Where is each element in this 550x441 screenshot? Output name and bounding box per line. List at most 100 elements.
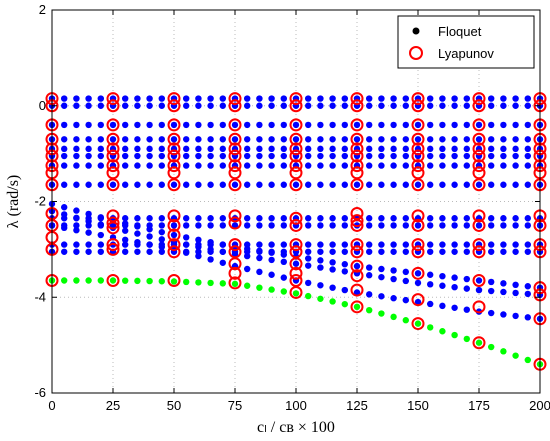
- floquet-point: [524, 95, 531, 102]
- floquet-point: [402, 215, 409, 222]
- floquet-point: [305, 95, 312, 102]
- floquet-point: [60, 145, 68, 153]
- floquet-point: [219, 280, 226, 287]
- floquet-point: [158, 215, 165, 222]
- floquet-point: [231, 136, 239, 143]
- floquet-point: [256, 215, 263, 222]
- floquet-point: [85, 95, 92, 102]
- lyapunov-point: [167, 142, 181, 156]
- floquet-point: [85, 145, 92, 153]
- floquet-point: [341, 121, 348, 129]
- floquet-point: [353, 181, 361, 188]
- floquet-point: [512, 222, 519, 229]
- floquet-point: [268, 95, 275, 102]
- floquet-point: [500, 248, 507, 255]
- floquet-point: [439, 222, 446, 229]
- floquet-point: [231, 250, 239, 258]
- floquet-point: [475, 136, 483, 143]
- lyapunov-point: [167, 92, 181, 106]
- lyapunov-point: [472, 300, 486, 314]
- floquet-point: [219, 222, 226, 229]
- y-tick-label: -4: [34, 289, 46, 304]
- floquet-point: [73, 214, 80, 221]
- lyapunov-point: [350, 142, 364, 156]
- floquet-point: [60, 121, 68, 129]
- floquet-point: [280, 215, 287, 222]
- floquet-point: [427, 241, 434, 248]
- floquet-point: [500, 222, 507, 229]
- lyapunov-point: [350, 238, 364, 252]
- floquet-point: [341, 286, 348, 294]
- floquet-point: [512, 102, 519, 109]
- floquet-point: [109, 121, 117, 129]
- lyapunov-point: [106, 178, 120, 192]
- floquet-point: [427, 121, 434, 129]
- floquet-point: [366, 291, 373, 298]
- floquet-point: [366, 248, 373, 255]
- floquet-point: [341, 136, 348, 143]
- floquet-point: [122, 152, 129, 160]
- floquet-point: [524, 162, 531, 169]
- lyapunov-point: [350, 132, 364, 146]
- floquet-point: [122, 136, 129, 143]
- floquet-point: [414, 320, 422, 327]
- floquet-point: [524, 145, 531, 153]
- floquet-point: [488, 241, 495, 248]
- floquet-point: [183, 162, 190, 169]
- lyapunov-point: [289, 178, 303, 192]
- lyapunov-point: [472, 209, 486, 223]
- legend-label-floquet: Floquet: [438, 24, 482, 39]
- lyapunov-point: [106, 216, 120, 230]
- lyapunov-point: [472, 336, 486, 350]
- floquet-point: [219, 145, 226, 153]
- lyapunov-point: [228, 118, 242, 132]
- floquet-point: [488, 152, 495, 160]
- floquet-point: [378, 310, 385, 317]
- lyapunov-point: [167, 118, 181, 132]
- floquet-point: [366, 95, 373, 102]
- floquet-point: [524, 181, 531, 188]
- lyapunov-point: [228, 132, 242, 146]
- floquet-point: [256, 284, 263, 291]
- floquet-point: [122, 145, 129, 153]
- floquet-point: [195, 102, 202, 109]
- floquet-point: [451, 95, 458, 102]
- floquet-point: [134, 277, 141, 285]
- floquet-point: [439, 215, 446, 222]
- lyapunov-point: [228, 178, 242, 192]
- floquet-point: [439, 162, 446, 169]
- floquet-point: [353, 262, 361, 270]
- floquet-point: [329, 102, 336, 109]
- floquet-point: [329, 266, 336, 273]
- floquet-point: [158, 102, 165, 109]
- floquet-point: [402, 162, 409, 169]
- floquet-point: [280, 136, 287, 143]
- floquet-point: [390, 267, 397, 274]
- lyapunov-point: [472, 178, 486, 192]
- floquet-point: [85, 162, 92, 169]
- floquet-point: [244, 162, 251, 169]
- floquet-point: [317, 248, 324, 255]
- floquet-point: [292, 290, 300, 297]
- floquet-point: [512, 152, 519, 160]
- floquet-point: [500, 95, 507, 102]
- floquet-point: [195, 145, 202, 153]
- floquet-point: [475, 286, 483, 294]
- floquet-point: [463, 275, 470, 283]
- floquet-point: [219, 136, 226, 143]
- floquet-point: [414, 121, 422, 129]
- lyapunov-point: [472, 238, 486, 252]
- floquet-point: [219, 248, 226, 255]
- floquet-point: [158, 228, 165, 236]
- floquet-point: [463, 215, 470, 222]
- floquet-point: [122, 102, 129, 109]
- floquet-point: [366, 136, 373, 143]
- floquet-point: [524, 314, 531, 321]
- floquet-point: [463, 241, 470, 248]
- floquet-point: [97, 152, 105, 160]
- floquet-point: [329, 284, 336, 291]
- floquet-point: [85, 248, 92, 255]
- x-tick-label: 150: [407, 398, 429, 413]
- lyapunov-point: [350, 214, 364, 228]
- floquet-point: [341, 300, 348, 308]
